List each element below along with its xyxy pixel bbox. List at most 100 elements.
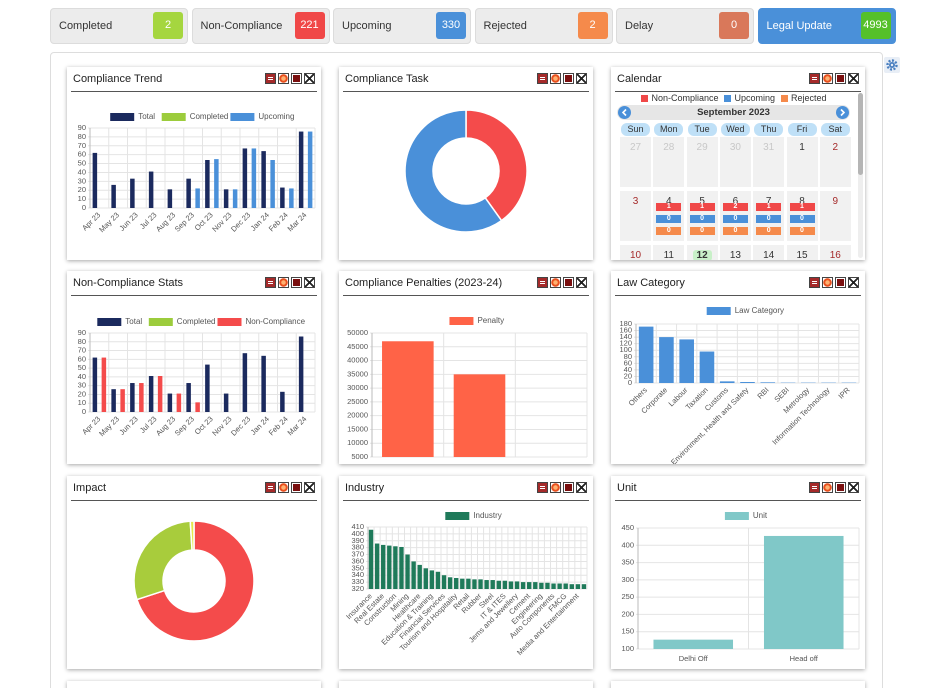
y-tick-label: 90 [78, 123, 86, 132]
icon-close[interactable] [576, 73, 587, 84]
status-card[interactable]: Delay 0 [616, 8, 754, 44]
icon-refresh[interactable] [278, 73, 289, 84]
icon-close[interactable] [304, 73, 315, 84]
day-cell[interactable]: 16 [819, 245, 851, 260]
icon-swap[interactable] [537, 73, 548, 84]
icon-stop[interactable] [291, 73, 302, 84]
status-card[interactable]: Non-Compliance 221 [191, 8, 330, 44]
day-cell[interactable]: 10 [620, 245, 651, 260]
y-tick-label: 410 [351, 522, 364, 531]
bar [242, 148, 248, 208]
day-count[interactable]: 0 [789, 215, 815, 223]
day-count[interactable]: 2 [722, 203, 748, 211]
status-card[interactable]: Upcoming 330 [333, 8, 471, 44]
day-count[interactable]: 0 [722, 215, 748, 223]
legend-label: Law Category [735, 306, 784, 315]
x-tick-label: May 23 [97, 414, 121, 438]
icon-stop[interactable] [291, 277, 302, 288]
day-cell[interactable]: 1 [786, 137, 818, 187]
widget-title: Unit [617, 482, 637, 494]
icon-swap[interactable] [809, 482, 820, 493]
day-cell[interactable]: 31 [753, 137, 785, 187]
bar [423, 568, 428, 589]
status-card[interactable]: Completed 2 [50, 8, 188, 44]
day-count[interactable]: 0 [689, 215, 715, 223]
icon-refresh[interactable] [278, 277, 289, 288]
bar [760, 382, 776, 383]
icon-stop[interactable] [563, 277, 574, 288]
day-count[interactable]: 0 [656, 215, 682, 223]
bar [484, 580, 489, 589]
icon-refresh[interactable] [822, 277, 833, 288]
day-count[interactable]: 0 [656, 227, 682, 235]
day-count[interactable]: 0 [722, 227, 748, 235]
day-cell[interactable]: 27 [620, 137, 651, 187]
icon-stop[interactable] [835, 73, 846, 84]
legend-label: Upcoming [734, 93, 776, 103]
icon-stop[interactable] [291, 482, 302, 493]
day-count[interactable]: 0 [756, 215, 782, 223]
day-count[interactable]: 1 [656, 203, 682, 211]
day-cell[interactable]: 15 [786, 245, 818, 260]
icon-close[interactable] [304, 277, 315, 288]
icon-refresh[interactable] [822, 482, 833, 493]
icon-swap[interactable] [265, 73, 276, 84]
day-cell[interactable]: 12 [686, 245, 718, 260]
day-cell[interactable]: 13 [719, 245, 751, 260]
x-tick-label: Dec 23 [229, 414, 252, 437]
day-number: 1 [799, 142, 805, 153]
icon-close[interactable] [576, 277, 587, 288]
bar [472, 579, 477, 589]
day-count[interactable]: 1 [789, 203, 815, 211]
bar [679, 339, 694, 383]
icon-swap[interactable] [537, 482, 548, 493]
day-count[interactable]: 0 [756, 227, 782, 235]
day-cell[interactable]: 14 [753, 245, 785, 260]
status-card[interactable]: Legal Update 4993 [757, 8, 896, 44]
icon-close[interactable] [304, 482, 315, 493]
next-month[interactable] [836, 106, 849, 119]
prev-month[interactable] [618, 106, 631, 119]
legend-swatch [724, 95, 732, 102]
month-title: September 2023 [697, 107, 770, 118]
status-card[interactable]: Rejected 2 [474, 8, 613, 44]
day-cell[interactable]: 11 [653, 245, 685, 260]
day-count[interactable]: 1 [756, 203, 782, 211]
bar [205, 160, 210, 208]
icon-swap[interactable] [265, 482, 276, 493]
icon-stop[interactable] [835, 482, 846, 493]
day-cell[interactable]: 29 [686, 137, 718, 187]
icon-refresh[interactable] [550, 277, 561, 288]
icon-close[interactable] [576, 482, 587, 493]
icon-stop[interactable] [563, 482, 574, 493]
icon-refresh[interactable] [550, 482, 561, 493]
day-cell[interactable]: 30 [719, 137, 751, 187]
day-count[interactable]: 0 [789, 227, 815, 235]
icon-close[interactable] [848, 73, 859, 84]
icon-refresh[interactable] [822, 73, 833, 84]
icon-swap[interactable] [809, 73, 820, 84]
day-cell[interactable]: 3 [620, 191, 651, 241]
icon-stop[interactable] [563, 73, 574, 84]
icon-swap[interactable] [537, 277, 548, 288]
bar [447, 577, 453, 589]
day-count[interactable]: 1 [689, 203, 715, 211]
icon-stop[interactable] [835, 277, 846, 288]
icon-swap[interactable] [265, 277, 276, 288]
day-cell[interactable]: 2 [819, 137, 851, 187]
icon-refresh[interactable] [278, 482, 289, 493]
settings-button[interactable] [884, 57, 900, 73]
day-cell[interactable]: 9 [819, 191, 851, 241]
icon-swap[interactable] [809, 277, 820, 288]
icon-close[interactable] [848, 482, 859, 493]
day-cell[interactable]: 28 [653, 137, 685, 187]
y-tick-label: 450 [621, 523, 634, 532]
icon-refresh[interactable] [550, 73, 561, 84]
icon-close[interactable] [848, 277, 859, 288]
day-count[interactable]: 0 [689, 227, 715, 235]
